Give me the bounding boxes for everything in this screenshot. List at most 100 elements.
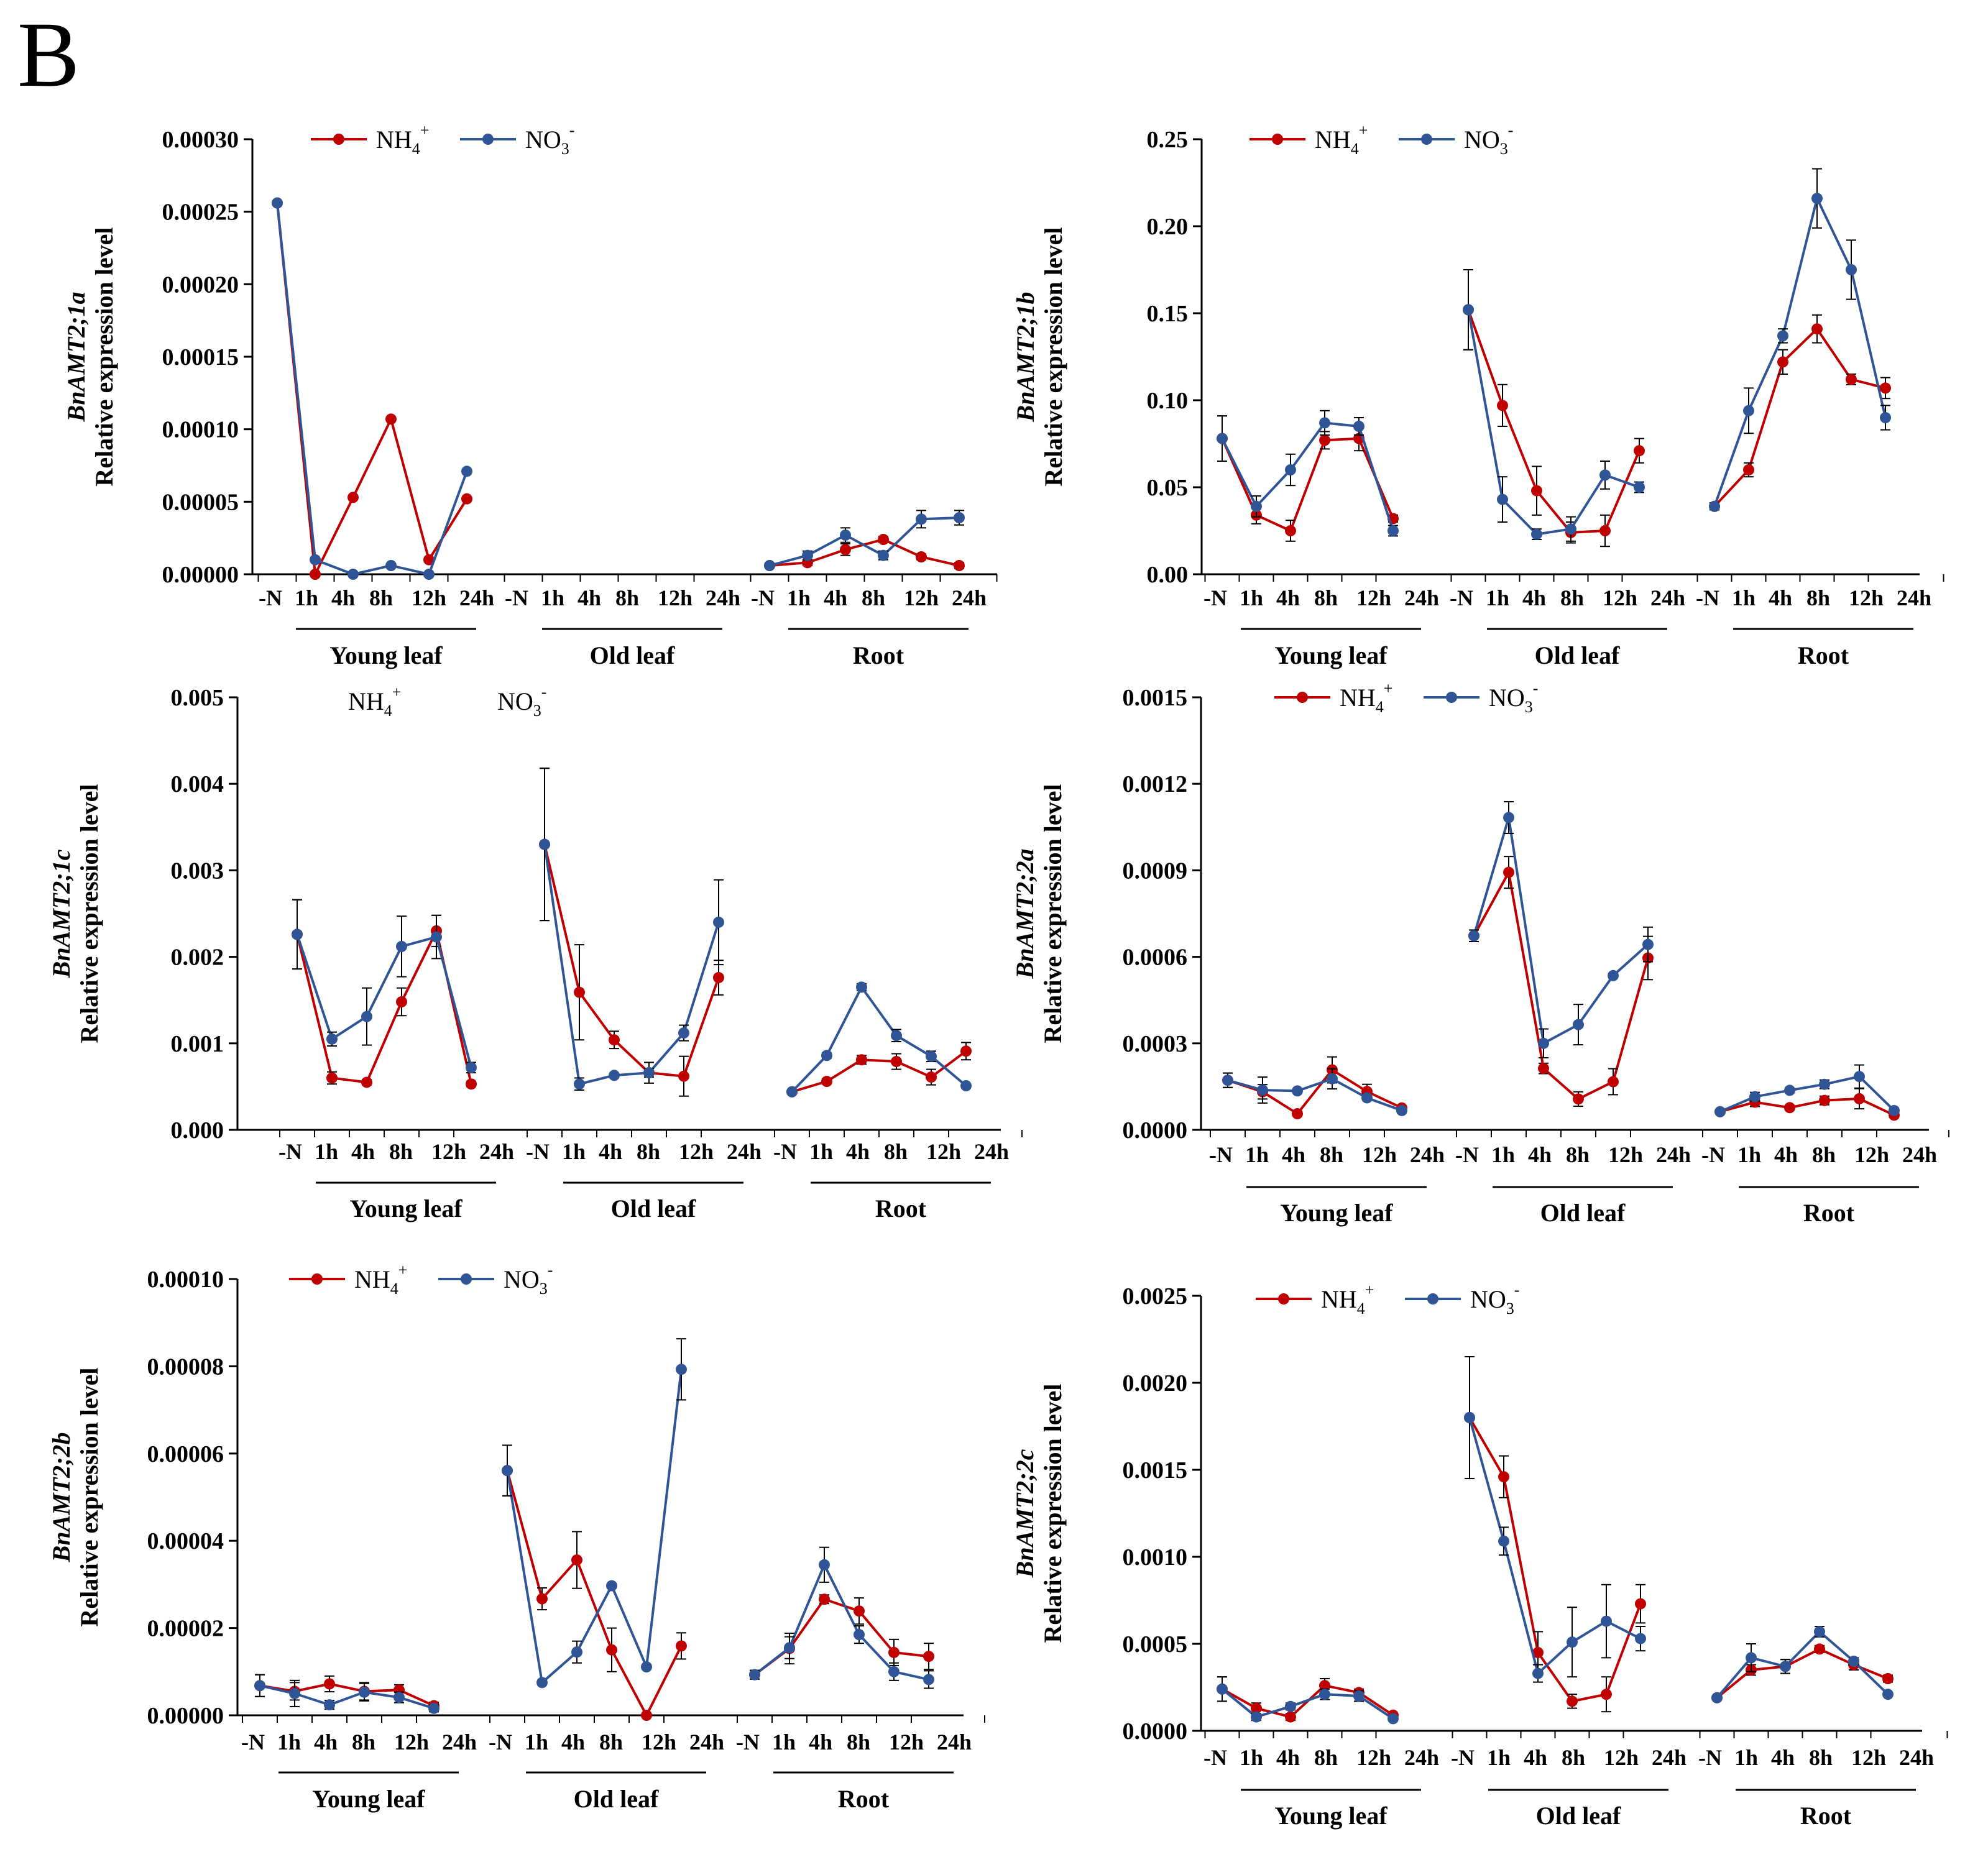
series-nh4 <box>1217 1356 1894 1723</box>
legend: NH4+ NO3- <box>311 121 574 158</box>
series-line <box>1719 1097 1895 1117</box>
data-point <box>926 1071 937 1083</box>
data-point <box>819 1593 830 1605</box>
x-tick-label: -N <box>751 585 775 610</box>
data-point <box>574 1078 585 1090</box>
series-line <box>1468 1417 1641 1676</box>
data-point <box>1608 970 1619 981</box>
legend: NH4+ NO3- <box>1256 1281 1519 1318</box>
data-point <box>960 1045 972 1057</box>
group-label: Young leaf <box>1274 641 1387 669</box>
x-tick-label: 12h <box>1854 1142 1889 1167</box>
x-tick-label: 24h <box>937 1730 972 1754</box>
data-point <box>1567 1636 1578 1648</box>
x-tick-label: 1h <box>1487 1745 1511 1770</box>
series-line <box>1227 1068 1402 1116</box>
x-tick-label: 1h <box>1491 1142 1515 1167</box>
series-line <box>1221 421 1394 531</box>
data-point <box>1532 1647 1544 1658</box>
data-point <box>1601 1615 1612 1627</box>
y-axis-title: Relative expression level <box>1039 784 1067 1043</box>
x-tick-label: 24h <box>1652 1745 1687 1770</box>
data-point <box>1387 525 1399 536</box>
data-point <box>1746 1652 1757 1664</box>
legend-label-nh4: NH4+ <box>348 683 401 720</box>
x-tick-label: 8h <box>1560 585 1584 610</box>
data-point <box>1319 1689 1330 1700</box>
x-tick-label: 8h <box>884 1139 908 1164</box>
y-tick-label: 0.00020 <box>162 272 239 298</box>
y-tick-label: 0.0010 <box>1123 1544 1188 1570</box>
x-tick-label: -N <box>505 585 528 610</box>
data-point <box>359 1686 370 1698</box>
data-point <box>361 1076 372 1088</box>
y-tick-label: 0.00010 <box>162 417 239 443</box>
x-tick-label: 8h <box>1562 1745 1585 1770</box>
series-line <box>1716 1648 1889 1699</box>
data-point <box>326 1033 338 1045</box>
y-tick-label: 0.00002 <box>147 1616 224 1642</box>
legend-marker-no3 <box>1446 692 1457 703</box>
y-tick-label: 0.000 <box>171 1117 224 1144</box>
data-point <box>641 1661 652 1673</box>
data-point <box>1814 1643 1825 1655</box>
data-point <box>1573 1019 1584 1030</box>
y-tick-label: 0.0000 <box>1123 1117 1188 1144</box>
data-point <box>1711 1692 1723 1703</box>
data-point <box>1497 493 1508 505</box>
data-point <box>324 1699 335 1711</box>
data-point <box>539 838 550 850</box>
data-point <box>461 465 472 477</box>
series-line <box>1467 310 1640 536</box>
data-point <box>1319 1680 1330 1692</box>
legend-marker-nh4 <box>1297 692 1308 703</box>
legend-label-no3: NO3- <box>525 121 574 158</box>
legend-label-no3: NO3- <box>497 683 546 720</box>
data-point <box>606 1580 617 1592</box>
data-point <box>856 1054 867 1066</box>
y-tick-label: 0.00010 <box>147 1267 224 1293</box>
x-tick-label: 8h <box>847 1730 870 1754</box>
data-point <box>678 1027 689 1039</box>
data-point <box>784 1642 795 1654</box>
x-tick-label: 24h <box>442 1730 477 1754</box>
legend-marker-nh4 <box>333 134 344 145</box>
x-tick-label: 24h <box>459 585 494 610</box>
series-line <box>753 1597 929 1676</box>
x-tick-label: 8h <box>862 585 885 610</box>
series-line <box>543 844 720 1078</box>
y-tick-label: 0.00025 <box>162 199 239 226</box>
data-point <box>1889 1104 1900 1116</box>
data-point <box>1319 417 1330 429</box>
group-label: Old leaf <box>1535 641 1620 669</box>
x-tick-label: 12h <box>904 585 939 610</box>
data-point <box>292 928 303 940</box>
data-point <box>1854 1093 1865 1104</box>
x-tick-label: 1h <box>277 1730 301 1754</box>
legend-label-nh4: NH4+ <box>354 1261 407 1298</box>
y-axis-title: Relative expression level <box>1039 1384 1067 1643</box>
legend-marker-no3 <box>1421 134 1432 145</box>
y-axis-title: Relative expression level <box>1039 227 1067 487</box>
x-tick-label: 1h <box>541 585 564 610</box>
data-point <box>1285 1700 1296 1712</box>
series-line <box>276 203 468 576</box>
x-tick-label: 12h <box>1604 1745 1639 1770</box>
data-point <box>1880 382 1891 394</box>
y-tick-label: 0.05 <box>1147 475 1189 501</box>
series-nh4 <box>292 768 972 1098</box>
x-tick-label: 12h <box>926 1139 961 1164</box>
data-point <box>310 569 321 580</box>
x-tick-label: 8h <box>1812 1142 1836 1167</box>
x-tick-label: 24h <box>952 585 987 610</box>
data-point <box>960 1080 972 1092</box>
data-point <box>1743 405 1754 416</box>
x-tick-label: 24h <box>1650 585 1685 610</box>
x-tick-label: 1h <box>1734 1745 1758 1770</box>
x-tick-label: 12h <box>1603 585 1637 610</box>
data-point <box>1854 1071 1865 1083</box>
data-point <box>385 413 397 425</box>
data-point <box>1285 1711 1296 1723</box>
legend-marker-no3 <box>461 1273 472 1285</box>
series-line <box>1713 195 1887 507</box>
